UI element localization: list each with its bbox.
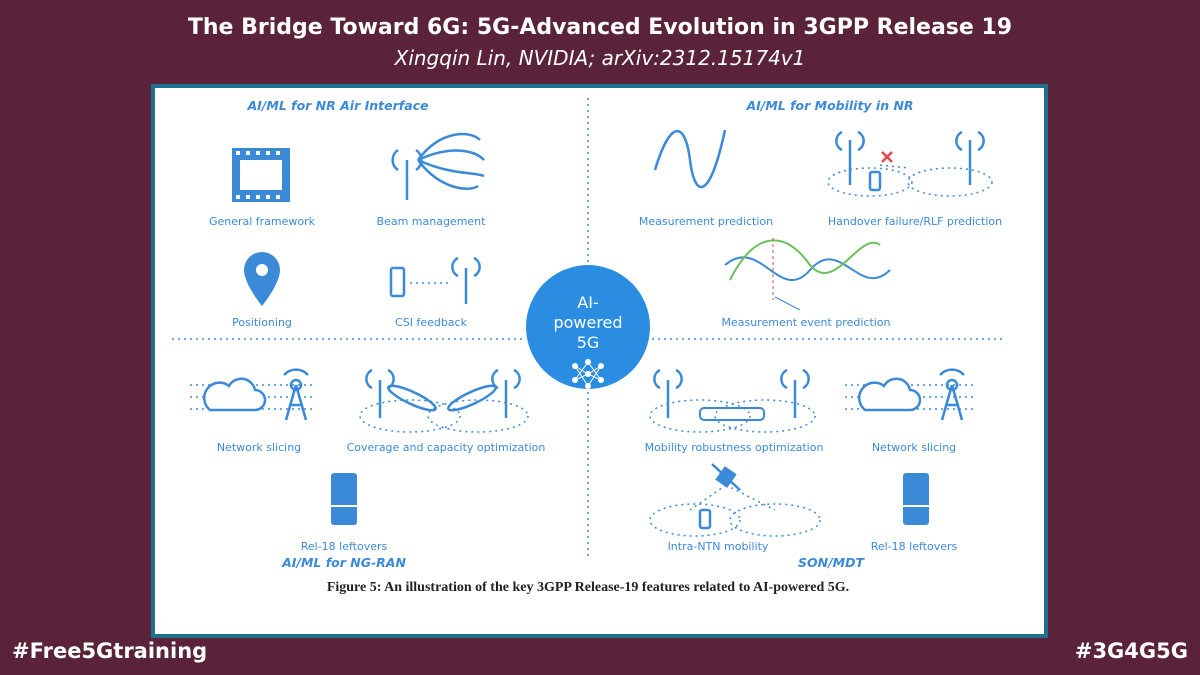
section-title: AI/ML for Mobility in NR	[745, 98, 913, 113]
icon-film	[232, 148, 290, 202]
center-network-icon	[572, 359, 604, 389]
icon-handover	[827, 130, 993, 197]
item-label: Rel-18 leftovers	[871, 540, 958, 553]
item-label: Coverage and capacity optimization	[347, 441, 546, 454]
section-title: AI/ML for NG-RAN	[281, 555, 406, 570]
icon-ntn	[649, 463, 821, 537]
icon-fridge-left	[331, 473, 357, 525]
icon-mro	[649, 368, 816, 433]
item-label: Network slicing	[872, 441, 956, 454]
icon-beams	[391, 132, 485, 200]
item-label: Measurement event prediction	[721, 316, 890, 329]
icon-csi	[389, 256, 481, 304]
item-label: General framework	[209, 215, 316, 228]
item-label: Network slicing	[217, 441, 301, 454]
item-label: Measurement prediction	[639, 215, 773, 228]
section-title: AI/ML for NR Air Interface	[246, 98, 428, 113]
icon-coverage	[359, 368, 529, 433]
item-label: Rel-18 leftovers	[301, 540, 388, 553]
icon-fridge-right	[903, 473, 929, 525]
center-text: 5G	[577, 333, 600, 352]
icon-wave	[653, 129, 727, 189]
center-text: powered	[553, 313, 622, 332]
caption: Figure 5: An illustration of the key 3GP…	[327, 580, 849, 595]
item-label: Beam management	[377, 215, 487, 228]
footer-left: #Free5Gtraining	[12, 639, 207, 663]
icon-slicing-left	[190, 368, 315, 421]
icon-slicing-right	[845, 368, 975, 421]
icon-pin-hole	[256, 264, 268, 276]
section-title: SON/MDT	[798, 555, 865, 570]
title: The Bridge Toward 6G: 5G-Advanced Evolut…	[188, 15, 1012, 40]
item-label: Positioning	[232, 316, 292, 329]
subtitle: Xingqin Lin, NVIDIA; arXiv:2312.15174v1	[394, 46, 806, 70]
icon-pin	[244, 252, 280, 306]
item-label: Mobility robustness optimization	[645, 441, 824, 454]
footer-right: #3G4G5G	[1075, 639, 1188, 663]
icon-event	[724, 238, 891, 311]
center-text: AI-	[577, 293, 598, 312]
item-label: CSI feedback	[395, 316, 468, 329]
item-label: Intra-NTN mobility	[668, 540, 769, 553]
item-label: Handover failure/RLF prediction	[828, 215, 1002, 228]
center-circle	[526, 265, 650, 389]
